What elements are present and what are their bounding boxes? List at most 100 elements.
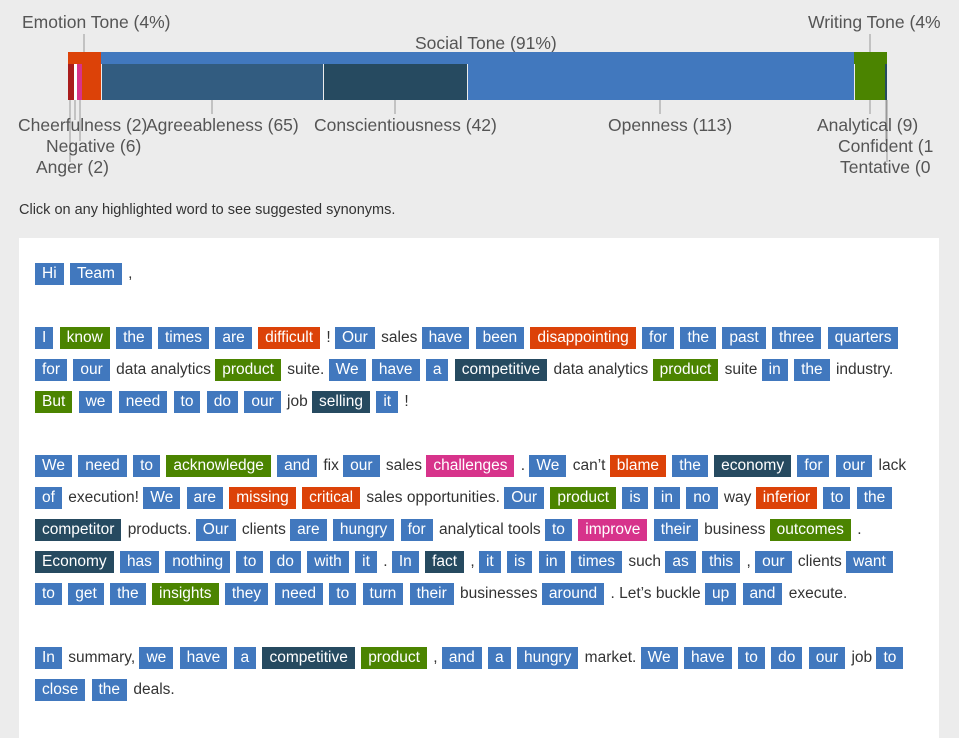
agreeableness-bar[interactable] xyxy=(102,64,323,100)
emotion-tone-label[interactable]: Emotion Tone (4%) xyxy=(22,12,171,32)
highlighted-word[interactable]: our xyxy=(73,359,110,381)
highlighted-word[interactable]: for xyxy=(400,519,433,541)
highlighted-word[interactable]: to xyxy=(737,647,765,669)
highlighted-word[interactable]: do xyxy=(269,551,301,573)
openness-bar[interactable] xyxy=(468,64,854,100)
highlighted-word[interactable]: past xyxy=(722,327,766,349)
highlighted-word[interactable]: been xyxy=(475,327,525,349)
highlighted-word[interactable]: fact xyxy=(425,551,465,573)
conscientiousness-label[interactable]: Conscientiousness (42) xyxy=(314,115,497,135)
agreeableness-label[interactable]: Agreeableness (65) xyxy=(146,115,299,135)
highlighted-word[interactable]: disappointing xyxy=(530,327,636,349)
highlighted-word[interactable]: our xyxy=(244,391,281,413)
highlighted-word[interactable]: We xyxy=(143,487,181,509)
highlighted-word[interactable]: our xyxy=(755,551,792,573)
highlighted-word[interactable]: Our xyxy=(504,487,545,509)
analytical-bar[interactable] xyxy=(855,64,885,100)
highlighted-word[interactable]: need xyxy=(118,391,168,413)
highlighted-word[interactable]: missing xyxy=(229,487,296,509)
highlighted-word[interactable]: do xyxy=(206,391,239,413)
highlighted-word[interactable]: We xyxy=(640,647,678,669)
conscientiousness-bar[interactable] xyxy=(324,64,467,100)
highlighted-word[interactable]: our xyxy=(343,455,380,477)
highlighted-word[interactable]: the xyxy=(794,359,830,381)
highlighted-word[interactable]: for xyxy=(642,327,675,349)
highlighted-word[interactable]: We xyxy=(328,359,366,381)
highlighted-word[interactable]: get xyxy=(68,583,104,605)
highlighted-word[interactable]: We xyxy=(35,455,72,477)
highlighted-word[interactable]: to xyxy=(545,519,572,541)
highlighted-word[interactable]: we xyxy=(139,647,174,669)
highlighted-word[interactable]: outcomes xyxy=(769,519,851,541)
highlighted-word[interactable]: product xyxy=(550,487,617,509)
highlighted-word[interactable]: have xyxy=(179,647,228,669)
highlighted-word[interactable]: do xyxy=(771,647,803,669)
emotion-category-bar[interactable] xyxy=(68,52,101,64)
highlighted-word[interactable]: the xyxy=(680,327,717,349)
confident-bar[interactable] xyxy=(885,64,887,100)
writing-tone-label[interactable]: Writing Tone (4% xyxy=(808,12,941,32)
highlighted-word[interactable]: acknowledge xyxy=(166,455,271,477)
anger-bar[interactable] xyxy=(68,64,74,100)
highlighted-word[interactable]: our xyxy=(808,647,846,669)
highlighted-word[interactable]: to xyxy=(823,487,851,509)
highlighted-word[interactable]: Hi xyxy=(35,263,64,285)
highlighted-word[interactable]: nothing xyxy=(165,551,231,573)
highlighted-word[interactable]: a xyxy=(233,647,257,669)
highlighted-word[interactable]: turn xyxy=(362,583,404,605)
highlighted-word[interactable]: challenges xyxy=(426,455,515,477)
highlighted-word[interactable]: to xyxy=(133,455,161,477)
highlighted-word[interactable]: it xyxy=(478,551,501,573)
highlighted-word[interactable]: improve xyxy=(578,519,648,541)
highlighted-word[interactable]: to xyxy=(35,583,62,605)
highlighted-word[interactable]: are xyxy=(186,487,223,509)
highlighted-word[interactable]: a xyxy=(425,359,449,381)
highlighted-word[interactable]: to xyxy=(876,647,904,669)
highlighted-word[interactable]: We xyxy=(529,455,567,477)
highlighted-word[interactable]: need xyxy=(274,583,323,605)
highlighted-word[interactable]: times xyxy=(158,327,210,349)
highlighted-word[interactable]: it xyxy=(376,391,399,413)
highlighted-word[interactable]: and xyxy=(441,647,482,669)
highlighted-word[interactable]: quarters xyxy=(827,327,899,349)
highlighted-word[interactable]: the xyxy=(672,455,708,477)
highlighted-word[interactable]: the xyxy=(91,679,128,701)
highlighted-word[interactable]: difficult xyxy=(258,327,321,349)
highlighted-word[interactable]: in xyxy=(538,551,565,573)
highlighted-word[interactable]: to xyxy=(329,583,357,605)
highlighted-word[interactable]: product xyxy=(361,647,427,669)
highlighted-word[interactable]: up xyxy=(704,583,737,605)
openness-label[interactable]: Openness (113) xyxy=(608,115,732,135)
highlighted-word[interactable]: I xyxy=(35,327,54,349)
highlighted-word[interactable]: insights xyxy=(152,583,219,605)
highlighted-word[interactable]: no xyxy=(686,487,718,509)
highlighted-word[interactable]: we xyxy=(78,391,113,413)
highlighted-word[interactable]: in xyxy=(653,487,680,509)
negative-label[interactable]: Negative (6) xyxy=(46,136,141,156)
highlighted-word[interactable]: competitor xyxy=(35,519,122,541)
highlighted-word[interactable]: competitive xyxy=(454,359,548,381)
highlighted-word[interactable]: have xyxy=(371,359,420,381)
highlighted-word[interactable]: a xyxy=(488,647,511,669)
highlighted-word[interactable]: around xyxy=(541,583,605,605)
confident-label[interactable]: Confident (1 xyxy=(838,136,933,156)
cheerfulness-bar[interactable] xyxy=(74,64,77,100)
highlighted-word[interactable]: have xyxy=(421,327,470,349)
highlighted-word[interactable]: their xyxy=(653,519,698,541)
highlighted-word[interactable]: to xyxy=(173,391,201,413)
highlighted-word[interactable]: the xyxy=(110,583,146,605)
social-category-bar[interactable] xyxy=(101,52,854,64)
highlighted-word[interactable]: close xyxy=(35,679,86,701)
highlighted-word[interactable]: critical xyxy=(302,487,361,509)
highlighted-word[interactable]: to xyxy=(236,551,264,573)
highlighted-word[interactable]: their xyxy=(409,583,454,605)
highlighted-word[interactable]: our xyxy=(835,455,873,477)
highlighted-word[interactable]: has xyxy=(119,551,159,573)
highlighted-word[interactable]: In xyxy=(391,551,419,573)
highlighted-word[interactable]: and xyxy=(742,583,783,605)
highlighted-word[interactable]: three xyxy=(771,327,822,349)
highlighted-word[interactable]: Economy xyxy=(35,551,114,573)
highlighted-word[interactable]: Our xyxy=(334,327,375,349)
highlighted-word[interactable]: they xyxy=(224,583,269,605)
highlighted-word[interactable]: the xyxy=(116,327,152,349)
